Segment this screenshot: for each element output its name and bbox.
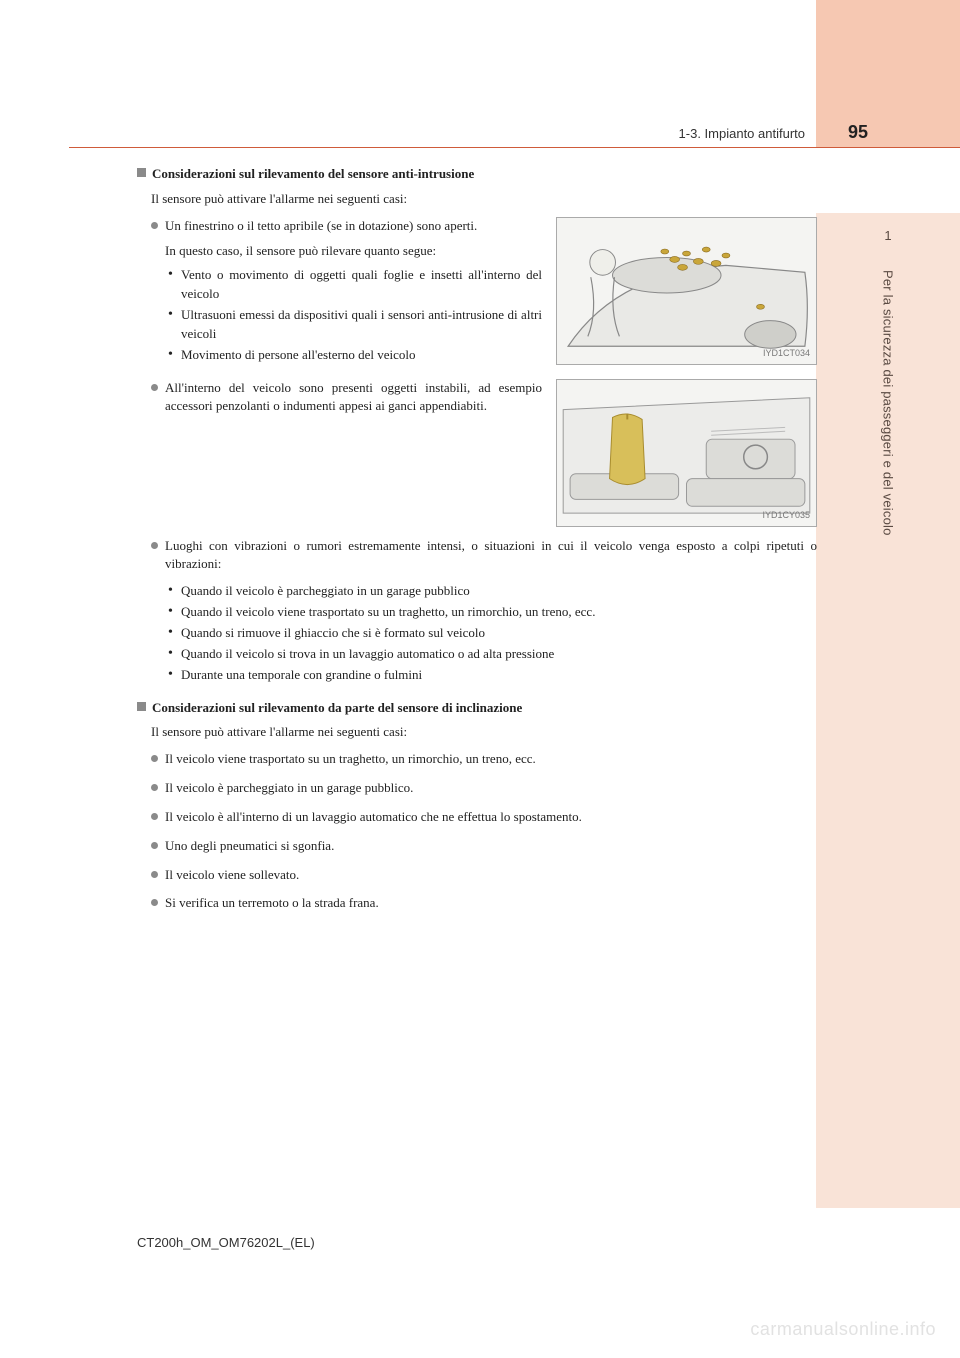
- illustration-interior: IYD1CY035: [556, 379, 817, 527]
- illustration-sunroof: IYD1CT034: [556, 217, 817, 365]
- chapter-label: Per la sicurezza dei passeggeri e del ve…: [816, 270, 960, 790]
- item1-b1: Vento o movimento di oggetti quali fogli…: [165, 266, 542, 304]
- heading-text: Considerazioni sul rilevamento da parte …: [152, 699, 522, 718]
- section-heading-2: Considerazioni sul rilevamento da parte …: [137, 699, 817, 718]
- page-number: 95: [848, 122, 868, 143]
- corner-tab: [816, 0, 960, 147]
- square-bullet-icon: [137, 702, 146, 711]
- item1-sub: In questo caso, il sensore può rilevare …: [165, 242, 542, 261]
- item2: All'interno del veicolo sono presenti og…: [151, 379, 542, 417]
- s2-i4: Uno degli pneumatici si sgonfia.: [151, 837, 817, 856]
- chapter-number: 1: [816, 228, 960, 243]
- s2-i5: Il veicolo viene sollevato.: [151, 866, 817, 885]
- item3-b3: Quando si rimuove il ghiaccio che si è f…: [165, 624, 817, 643]
- item3: Luoghi con vibrazioni o rumori estremame…: [151, 537, 817, 685]
- header-section: 1-3. Impianto antifurto: [679, 126, 805, 141]
- s2-i1: Il veicolo viene trasportato su un tragh…: [151, 750, 817, 769]
- section1-intro: Il sensore può attivare l'allarme nei se…: [151, 190, 817, 209]
- s2-i2: Il veicolo è parcheggiato in un garage p…: [151, 779, 817, 798]
- item2-row: All'interno del veicolo sono presenti og…: [151, 379, 817, 527]
- item3-lead: Luoghi con vibrazioni o rumori estremame…: [165, 538, 817, 572]
- item2-lead: All'interno del veicolo sono presenti og…: [165, 380, 542, 414]
- item1-b2: Ultrasuoni emessi da dispositivi quali i…: [165, 306, 542, 344]
- item1: Un finestrino o il tetto apribile (se in…: [151, 217, 542, 365]
- image-code-1: IYD1CT034: [763, 347, 810, 360]
- watermark: carmanualsonline.info: [750, 1319, 936, 1340]
- item1-lead: Un finestrino o il tetto apribile (se in…: [165, 218, 477, 233]
- item3-b2: Quando il veicolo viene trasportato su u…: [165, 603, 817, 622]
- s2-i6: Si verifica un terremoto o la strada fra…: [151, 894, 817, 913]
- header-rule: [69, 147, 960, 148]
- square-bullet-icon: [137, 168, 146, 177]
- item1-row: Un finestrino o il tetto apribile (se in…: [151, 217, 817, 369]
- image-code-2: IYD1CY035: [762, 509, 810, 522]
- item3-b1: Quando il veicolo è parcheggiato in un g…: [165, 582, 817, 601]
- page-content: Considerazioni sul rilevamento del senso…: [137, 165, 817, 923]
- doc-code: CT200h_OM_OM76202L_(EL): [137, 1235, 315, 1250]
- section2-intro: Il sensore può attivare l'allarme nei se…: [151, 723, 817, 742]
- item3-b5: Durante una temporale con grandine o ful…: [165, 666, 817, 685]
- s2-i3: Il veicolo è all'interno di un lavaggio …: [151, 808, 817, 827]
- heading-text: Considerazioni sul rilevamento del senso…: [152, 165, 474, 184]
- item1-b3: Movimento di persone all'esterno del vei…: [165, 346, 542, 365]
- item3-b4: Quando il veicolo si trova in un lavaggi…: [165, 645, 817, 664]
- section-heading-1: Considerazioni sul rilevamento del senso…: [137, 165, 817, 184]
